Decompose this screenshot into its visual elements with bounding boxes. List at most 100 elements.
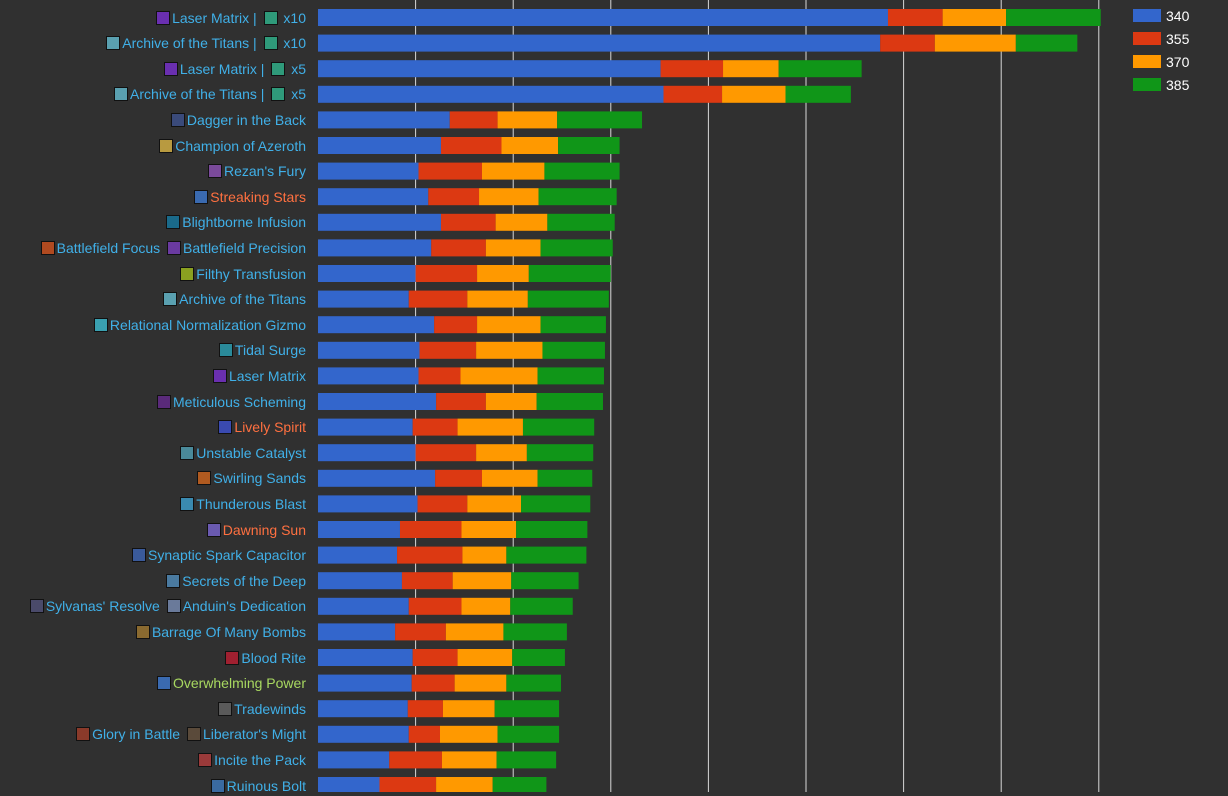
bar-segment-355-row-10 [415, 265, 478, 282]
category-label-text: Unstable Catalyst [196, 444, 306, 461]
bar-segment-340-row-22 [318, 572, 402, 590]
category-label-text: Dawning Sun [222, 521, 306, 538]
bar-segment-370-row-4 [497, 111, 558, 129]
category-label-text: Archive of the Titans | [122, 35, 261, 52]
category-label-text: x10 [279, 35, 306, 52]
bar-segment-355-row-24 [395, 623, 446, 641]
bar-segment-340-row-5 [318, 137, 441, 154]
category-label: Streaking Stars [191, 187, 306, 207]
bar-segment-340-row-16 [318, 418, 413, 436]
category-label-text: Laser Matrix | [172, 9, 261, 26]
category-label-text: Filthy Transfusion [196, 265, 306, 282]
bar-segment-355-row-23 [408, 597, 462, 615]
category-label: Blightborne Infusion [163, 212, 306, 232]
bar-segment-370-row-5 [501, 137, 559, 154]
bar-segment-340-row-1 [318, 34, 881, 52]
bar-segment-370-row-18 [481, 469, 538, 487]
legend-item-340: 340 [1133, 4, 1189, 27]
bar-segment-340-row-14 [318, 367, 419, 385]
bar-segment-340-row-28 [318, 725, 409, 743]
item-icon [166, 573, 181, 588]
legend: 340 355 370 385 [1133, 4, 1189, 96]
bar-segment-385-row-23 [510, 597, 573, 615]
category-label: Filthy Transfusion [177, 264, 306, 284]
category-label: Glory in Battle Liberator's Might [73, 724, 306, 744]
legend-item-385: 385 [1133, 73, 1189, 96]
category-label: Laser Matrix | x10 [153, 8, 306, 28]
bar-segment-340-row-24 [318, 623, 396, 641]
category-label: Archive of the Titans [160, 289, 306, 309]
bar-segment-355-row-18 [435, 469, 482, 487]
legend-swatch [1133, 78, 1161, 91]
bar-segment-340-row-11 [318, 290, 409, 308]
bar-segment-340-row-10 [318, 265, 416, 282]
bar-segment-370-row-17 [476, 444, 527, 462]
item-icon [263, 10, 278, 25]
bar-segment-340-row-4 [318, 111, 450, 129]
bar-segment-370-row-9 [485, 239, 541, 257]
bar-segment-370-row-3 [722, 85, 786, 103]
category-label: Blood Rite [222, 648, 306, 668]
item-icon [180, 266, 195, 281]
item-icon [186, 727, 201, 742]
bar-segment-385-row-13 [542, 341, 605, 359]
bar-segment-355-row-30 [379, 777, 437, 792]
bar-segment-385-row-19 [521, 495, 591, 513]
bar-segment-355-row-26 [411, 674, 455, 692]
category-label-text: Incite the Pack [214, 751, 306, 768]
bar-segment-355-row-16 [412, 418, 458, 436]
category-label-text: Archive of the Titans [179, 291, 306, 308]
bar-segment-340-row-12 [318, 316, 435, 334]
legend-swatch [1133, 9, 1161, 22]
category-label-text: Sylvanas' Resolve [45, 598, 164, 615]
bar-segment-340-row-30 [318, 777, 380, 792]
bar-segment-340-row-8 [318, 213, 441, 231]
bar-segment-355-row-0 [887, 9, 943, 26]
item-icon [197, 471, 212, 486]
category-label: Sylvanas' Resolve Anduin's Dedication [27, 596, 306, 616]
category-label-text: Glory in Battle [92, 726, 184, 743]
category-label: Secrets of the Deep [163, 571, 306, 591]
category-label-text: Rezan's Fury [223, 163, 306, 180]
bar-segment-355-row-20 [399, 521, 462, 538]
bar-segment-355-row-11 [408, 290, 468, 308]
item-icon [271, 87, 286, 102]
bar-segment-370-row-21 [462, 546, 507, 564]
bar-segment-355-row-17 [415, 444, 477, 462]
bar-segment-355-row-7 [428, 188, 480, 206]
bar-segment-370-row-6 [481, 162, 545, 180]
bar-segment-355-row-12 [434, 316, 478, 334]
bar-segment-340-row-17 [318, 444, 416, 462]
bar-segment-355-row-1 [880, 34, 935, 52]
category-label-text: Tradewinds [234, 700, 306, 717]
bar-segment-370-row-22 [452, 572, 512, 590]
bar-segment-355-row-13 [419, 341, 477, 359]
bar-segment-340-row-18 [318, 469, 436, 487]
item-icon [218, 420, 233, 435]
bar-segment-370-row-23 [461, 597, 511, 615]
legend-label: 370 [1166, 53, 1190, 70]
legend-swatch [1133, 55, 1161, 68]
bar-segment-355-row-27 [407, 700, 443, 718]
item-icon [180, 445, 195, 460]
bar-segment-385-row-27 [494, 700, 560, 718]
bar-segment-385-row-3 [785, 85, 851, 103]
bar-segment-385-row-6 [544, 162, 620, 180]
bar-segment-385-row-29 [496, 751, 557, 769]
category-label: Rezan's Fury [205, 161, 306, 181]
bar-segment-355-row-4 [449, 111, 498, 129]
bar-segment-340-row-6 [318, 162, 419, 180]
category-label: Lively Spirit [215, 417, 306, 437]
item-icon [210, 778, 225, 793]
category-label-text: x5 [287, 60, 306, 77]
item-icon [263, 36, 278, 51]
bar-segment-355-row-2 [660, 60, 724, 78]
bar-segment-355-row-3 [663, 85, 723, 103]
bar-segment-385-row-20 [516, 521, 588, 538]
bar-segment-340-row-25 [318, 649, 413, 666]
category-label-text: Liberator's Might [202, 726, 306, 743]
bar-segment-355-row-5 [440, 137, 502, 154]
bar-segment-370-row-27 [442, 700, 495, 718]
category-label-text: Synaptic Spark Capacitor [148, 547, 306, 564]
bar-segment-370-row-7 [479, 188, 539, 206]
